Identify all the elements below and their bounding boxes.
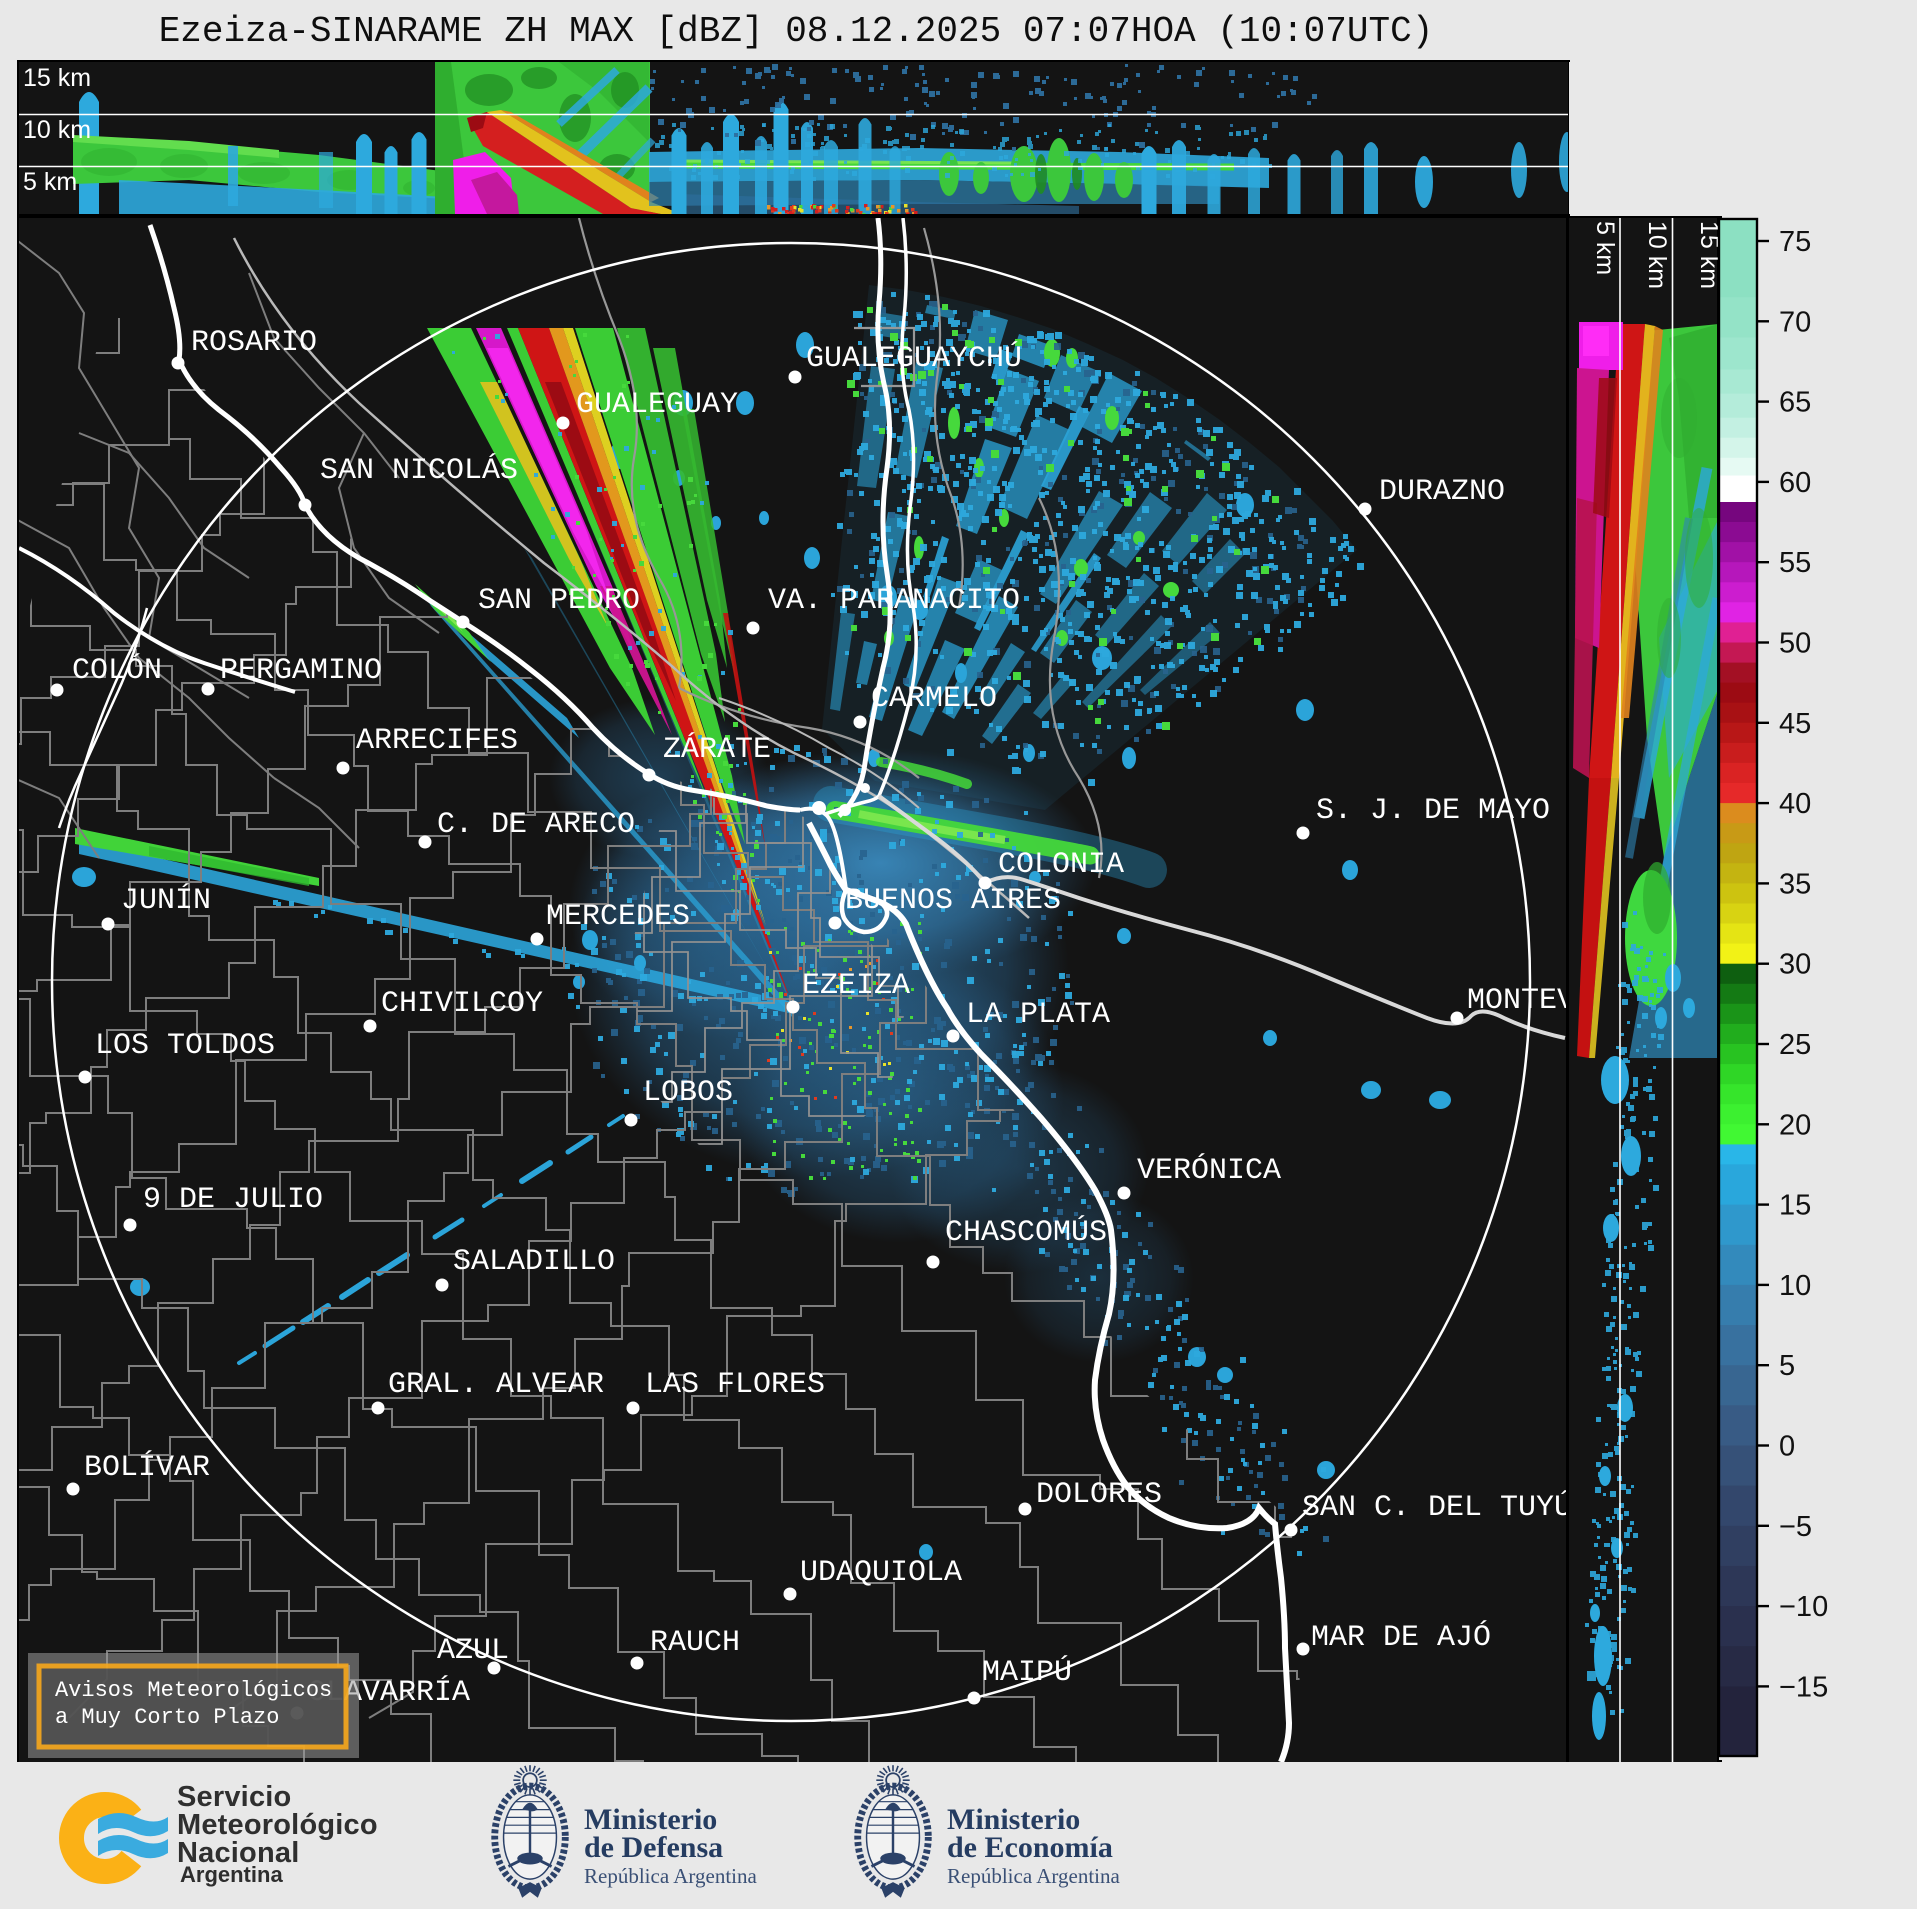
svg-text:JUNÍN: JUNÍN bbox=[121, 883, 211, 918]
svg-text:5: 5 bbox=[1779, 1350, 1795, 1382]
svg-text:SAN NICOLÁS: SAN NICOLÁS bbox=[320, 453, 518, 488]
svg-text:15: 15 bbox=[1779, 1190, 1811, 1222]
svg-text:55: 55 bbox=[1779, 547, 1811, 579]
svg-text:20: 20 bbox=[1779, 1109, 1811, 1141]
svg-text:MAR DE AJÓ: MAR DE AJÓ bbox=[1311, 1620, 1491, 1655]
svg-text:UDAQUIOLA: UDAQUIOLA bbox=[800, 1556, 962, 1590]
svg-text:C. DE ARECO: C. DE ARECO bbox=[437, 808, 635, 842]
svg-text:GUALEGUAYCHÚ: GUALEGUAYCHÚ bbox=[806, 341, 1022, 376]
svg-text:EZEIZA: EZEIZA bbox=[802, 969, 910, 1003]
svg-text:DOLORES: DOLORES bbox=[1036, 1478, 1162, 1512]
svg-text:70: 70 bbox=[1779, 306, 1811, 338]
svg-text:65: 65 bbox=[1779, 387, 1811, 419]
svg-text:ARRECIFES: ARRECIFES bbox=[356, 724, 518, 758]
svg-text:CHIVILCOY: CHIVILCOY bbox=[381, 987, 543, 1021]
svg-text:40: 40 bbox=[1779, 788, 1811, 820]
svg-text:ZÁRATE: ZÁRATE bbox=[663, 732, 771, 767]
svg-text:ROSARIO: ROSARIO bbox=[191, 326, 317, 360]
svg-text:S. J. DE MAYO: S. J. DE MAYO bbox=[1316, 794, 1550, 828]
svg-text:35: 35 bbox=[1779, 868, 1811, 900]
svg-text:LAS FLORES: LAS FLORES bbox=[645, 1368, 825, 1402]
svg-text:CARMELO: CARMELO bbox=[871, 682, 997, 716]
svg-text:LOBOS: LOBOS bbox=[643, 1076, 733, 1110]
svg-text:−15: −15 bbox=[1779, 1671, 1828, 1703]
svg-text:COLÓN: COLÓN bbox=[72, 653, 162, 688]
svg-text:MAIPÚ: MAIPÚ bbox=[982, 1655, 1072, 1690]
svg-text:VERÓNICA: VERÓNICA bbox=[1137, 1153, 1281, 1188]
svg-text:45: 45 bbox=[1779, 708, 1811, 740]
svg-text:60: 60 bbox=[1779, 467, 1811, 499]
svg-text:−5: −5 bbox=[1779, 1511, 1812, 1543]
svg-text:SALADILLO: SALADILLO bbox=[453, 1245, 615, 1279]
svg-text:0: 0 bbox=[1779, 1431, 1795, 1463]
svg-text:50: 50 bbox=[1779, 628, 1811, 660]
svg-text:PERGAMINO: PERGAMINO bbox=[220, 654, 382, 688]
svg-text:LOS TOLDOS: LOS TOLDOS bbox=[95, 1029, 275, 1063]
svg-text:10: 10 bbox=[1779, 1270, 1811, 1302]
svg-text:a Muy Corto Plazo: a Muy Corto Plazo bbox=[55, 1705, 279, 1730]
svg-text:BOLÍVAR: BOLÍVAR bbox=[84, 1450, 210, 1485]
svg-text:9 DE JULIO: 9 DE JULIO bbox=[143, 1183, 323, 1217]
svg-text:VA. PARANACITO: VA. PARANACITO bbox=[768, 584, 1020, 618]
svg-text:LA PLATA: LA PLATA bbox=[966, 998, 1110, 1032]
svg-text:75: 75 bbox=[1779, 226, 1811, 258]
svg-text:CHASCOMÚS: CHASCOMÚS bbox=[945, 1215, 1107, 1250]
svg-text:25: 25 bbox=[1779, 1029, 1811, 1061]
svg-text:AZUL: AZUL bbox=[437, 1634, 509, 1668]
svg-text:SAN C. DEL TUYÚ: SAN C. DEL TUYÚ bbox=[1302, 1490, 1566, 1525]
svg-text:GRAL. ALVEAR: GRAL. ALVEAR bbox=[388, 1368, 604, 1402]
svg-text:MERCEDES: MERCEDES bbox=[546, 900, 690, 934]
svg-text:30: 30 bbox=[1779, 949, 1811, 981]
svg-text:DURAZNO: DURAZNO bbox=[1379, 475, 1505, 509]
svg-text:GUALEGUAY: GUALEGUAY bbox=[576, 388, 738, 422]
svg-text:COLONIA: COLONIA bbox=[998, 848, 1124, 882]
svg-text:SAN PEDRO: SAN PEDRO bbox=[478, 584, 640, 618]
svg-text:Avisos Meteorológicos: Avisos Meteorológicos bbox=[55, 1678, 332, 1703]
svg-text:MONTEVIDEO: MONTEVIDEO bbox=[1467, 984, 1566, 1018]
svg-text:BUENOS AIRES: BUENOS AIRES bbox=[845, 884, 1061, 918]
svg-text:−10: −10 bbox=[1779, 1591, 1828, 1623]
svg-text:RAUCH: RAUCH bbox=[650, 1626, 740, 1660]
